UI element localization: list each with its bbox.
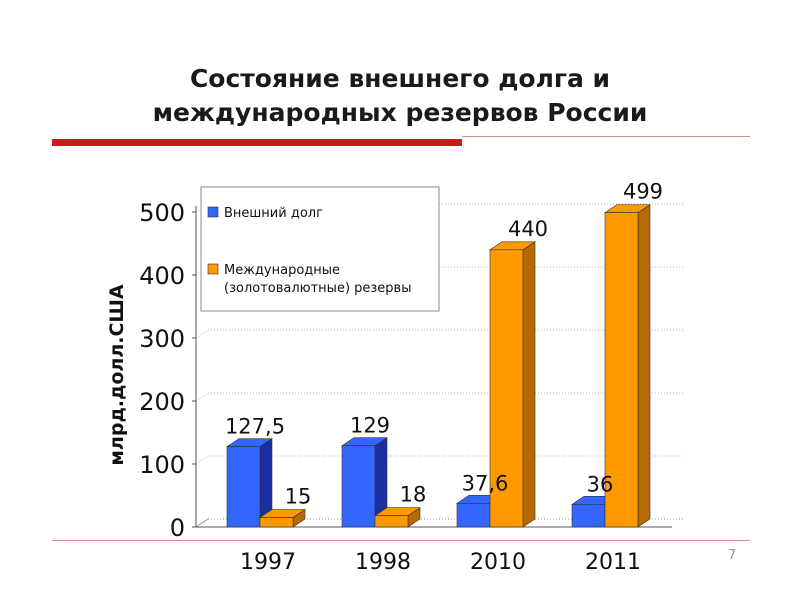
x-tick-label: 2010 <box>470 550 526 575</box>
y-tick-label: 200 <box>139 388 185 416</box>
x-tick-label: 1997 <box>240 550 296 575</box>
bar-reserves <box>259 517 294 528</box>
y-tick-label: 0 <box>170 514 185 542</box>
data-label-reserves: 15 <box>285 485 312 509</box>
data-label-external-debt: 36 <box>587 472 614 496</box>
bar-reserves <box>489 249 524 528</box>
y-axis-title: млрд.долл.США <box>106 284 128 465</box>
floor-left-edge <box>195 518 209 528</box>
title-rule-thick <box>52 139 462 146</box>
title-rule-thin <box>462 136 750 137</box>
gridline-side <box>195 392 209 402</box>
footer-rule <box>52 540 750 541</box>
data-label-reserves: 440 <box>508 217 548 241</box>
legend-label: (золотовалютные) резервы <box>224 281 411 296</box>
bar-external-debt <box>226 446 261 528</box>
y-tick-label: 100 <box>139 451 185 479</box>
bar-reserves <box>604 212 639 528</box>
data-label-external-debt: 37,6 <box>462 471 509 495</box>
bar-reserves-side <box>637 204 651 528</box>
legend-label: Внешний долг <box>224 206 323 221</box>
legend-box <box>200 186 440 312</box>
legend-swatch-reserves <box>207 263 219 275</box>
data-label-external-debt: 127,5 <box>225 415 285 439</box>
bar-reserves-side <box>522 241 536 528</box>
bar-external-debt <box>341 445 376 528</box>
x-tick-label: 2011 <box>585 550 641 575</box>
data-label-reserves: 499 <box>623 180 663 204</box>
gridline-side <box>195 329 209 339</box>
bar-reserves <box>374 515 409 528</box>
y-tick-label: 300 <box>139 325 185 353</box>
data-label-external-debt: 129 <box>350 414 390 438</box>
legend-swatch-external-debt <box>207 206 219 218</box>
legend-label: Международные <box>224 263 340 278</box>
gridline-side <box>195 455 209 465</box>
bar-external-debt <box>456 503 491 528</box>
chart-title-line2: международных резервов России <box>152 98 648 127</box>
chart-title-line1: Состояние внешнего долга и <box>189 64 611 93</box>
bar-external-debt <box>571 504 606 528</box>
page-number: 7 <box>728 548 737 563</box>
y-tick-label: 500 <box>139 199 185 227</box>
chart-title: Состояние внешнего долга и международных… <box>0 62 800 130</box>
data-label-reserves: 18 <box>400 483 427 507</box>
x-tick-label: 1998 <box>355 550 411 575</box>
y-tick-label: 400 <box>139 262 185 290</box>
